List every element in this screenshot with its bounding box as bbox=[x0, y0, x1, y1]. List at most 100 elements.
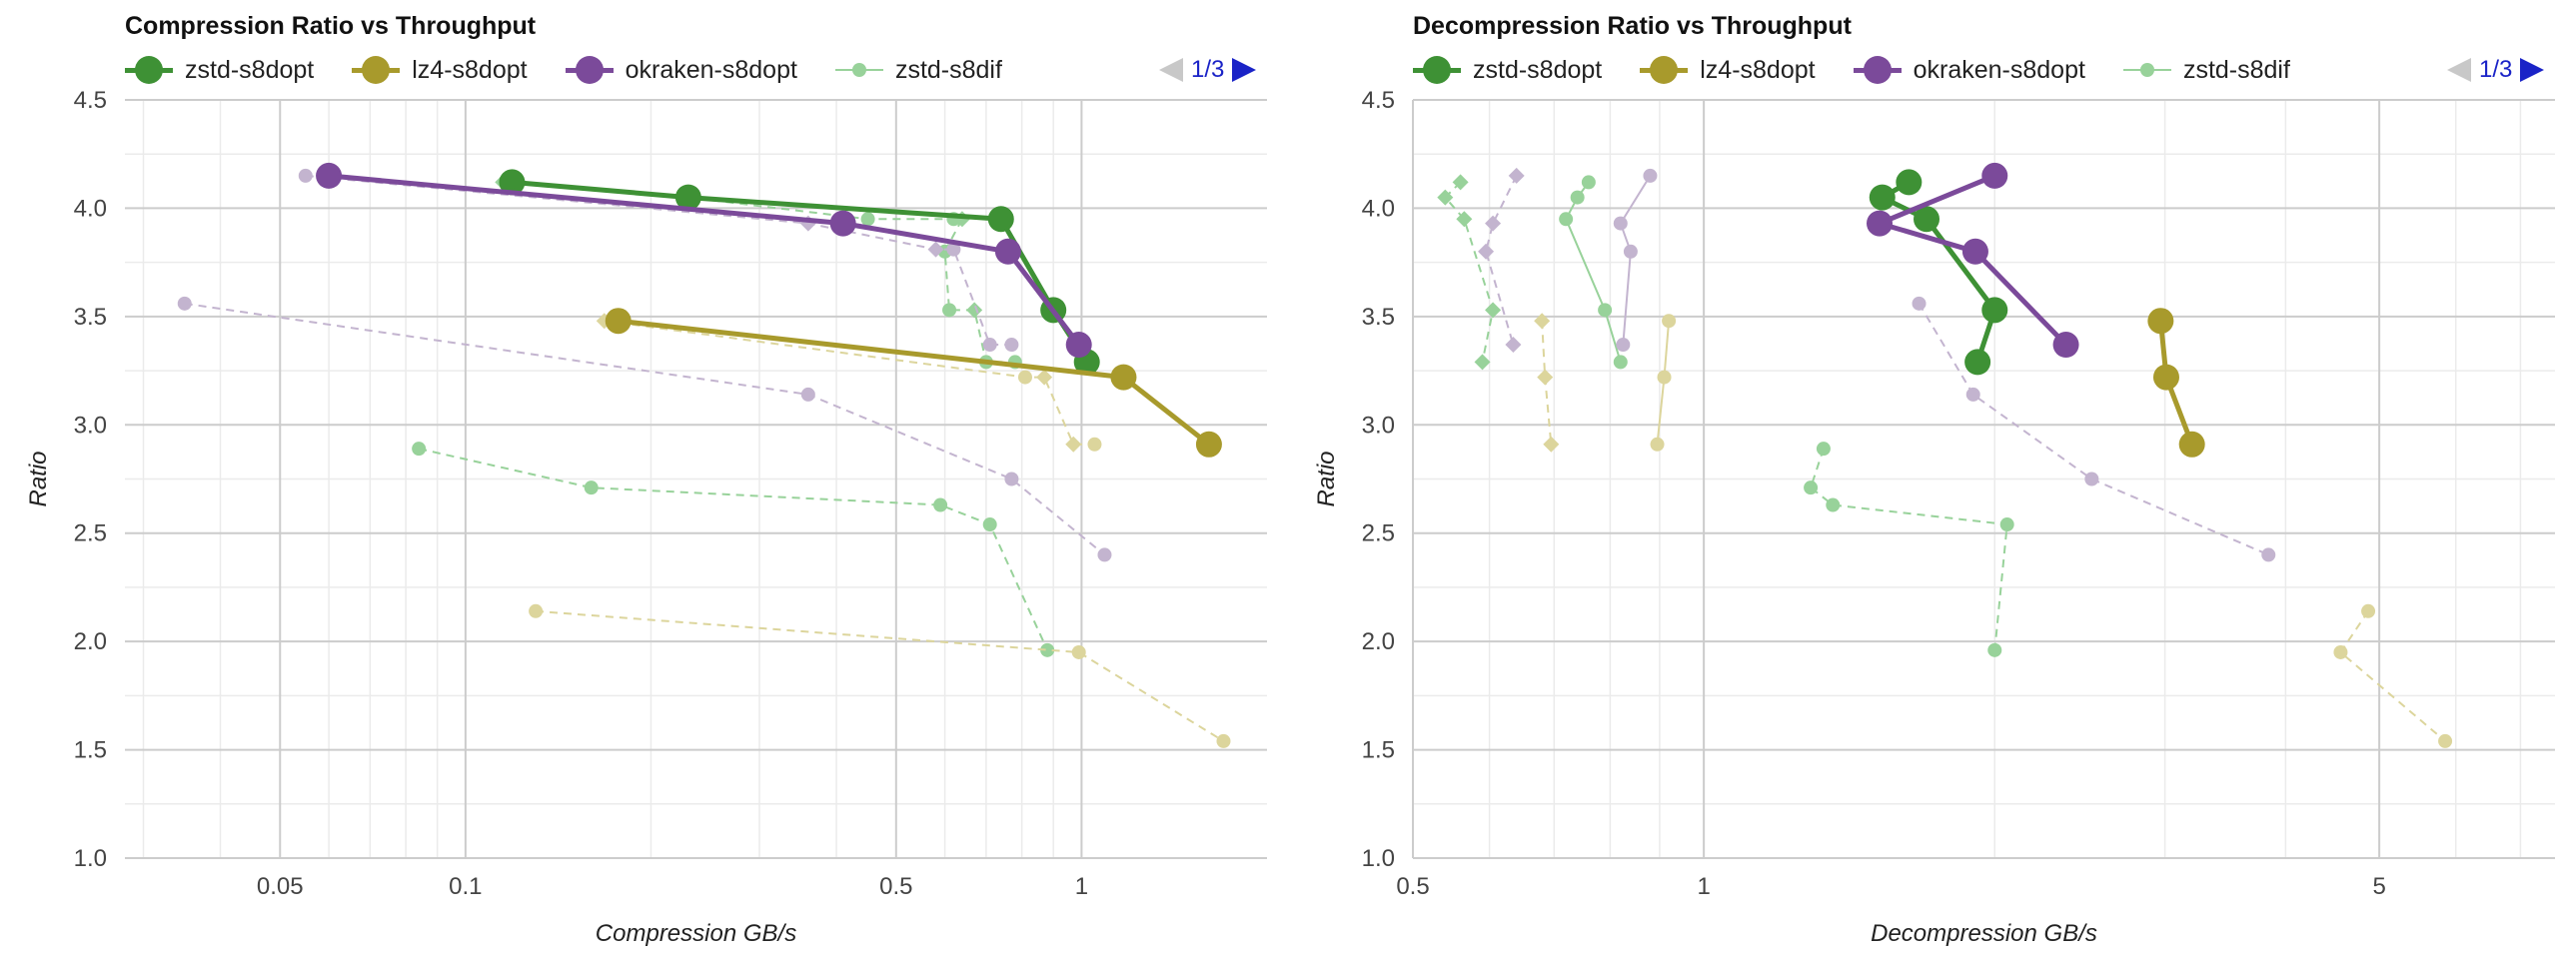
data-point bbox=[2333, 644, 2348, 659]
legend-label: zstd-s8dif bbox=[894, 55, 1002, 84]
data-point bbox=[2438, 733, 2453, 748]
legend-label: lz4-s8dopt bbox=[1700, 55, 1816, 84]
data-point bbox=[1110, 364, 1137, 391]
legend-swatch-zstd-s8dopt bbox=[125, 56, 173, 84]
data-point bbox=[1097, 547, 1112, 562]
data-point bbox=[2361, 603, 2376, 618]
y-tick-label: 2.0 bbox=[1362, 628, 1395, 655]
data-point bbox=[316, 162, 343, 189]
y-tick-label: 4.5 bbox=[74, 87, 107, 114]
data-point bbox=[1912, 296, 1927, 311]
legend-item-zstd-s8dif[interactable]: zstd-s8dif bbox=[2122, 55, 2290, 85]
data-point bbox=[927, 241, 944, 258]
legend-item-lz4-s8dopt[interactable]: lz4-s8dopt bbox=[1640, 55, 1816, 85]
data-point bbox=[1040, 642, 1055, 657]
legend-item-zstd-s8dif[interactable]: zstd-s8dif bbox=[834, 55, 1002, 85]
data-point bbox=[1559, 212, 1574, 227]
y-axis-title: Ratio bbox=[25, 451, 52, 506]
data-point bbox=[1452, 174, 1469, 191]
legend-item-zstd-s8dopt[interactable]: zstd-s8dopt bbox=[125, 56, 314, 85]
legend-item-lz4-s8dopt[interactable]: lz4-s8dopt bbox=[352, 55, 528, 85]
series-line bbox=[328, 173, 1081, 347]
data-point bbox=[1017, 370, 1032, 385]
pager-text: 1/3 bbox=[1191, 56, 1225, 83]
legend-pager: 1/3 bbox=[2447, 50, 2545, 90]
chart-legend: zstd-s8dopt lz4-s8dopt okraken-s8dopt zs… bbox=[1413, 50, 2328, 90]
data-point bbox=[1071, 644, 1086, 659]
x-tick-label: 0.1 bbox=[449, 873, 482, 900]
pager-prev-arrow-icon[interactable] bbox=[1159, 58, 1183, 82]
data-point bbox=[1613, 355, 1628, 370]
pager-text: 1/3 bbox=[2479, 56, 2513, 83]
data-point bbox=[2178, 431, 2205, 458]
series-line bbox=[1619, 175, 1652, 346]
data-point bbox=[1598, 303, 1613, 318]
pager-prev-arrow-icon[interactable] bbox=[2447, 58, 2471, 82]
data-point bbox=[1456, 211, 1473, 228]
legend-label: lz4-s8dopt bbox=[412, 55, 528, 84]
y-axis-title: Ratio bbox=[1313, 451, 1340, 506]
data-point bbox=[1965, 387, 1980, 402]
data-point bbox=[1065, 332, 1092, 359]
series-line bbox=[1918, 303, 2269, 556]
data-point bbox=[942, 303, 957, 318]
data-point bbox=[982, 338, 997, 353]
data-point bbox=[1816, 442, 1831, 457]
data-point bbox=[1981, 162, 2008, 189]
data-point bbox=[1981, 297, 2008, 324]
data-point bbox=[1896, 169, 1923, 196]
pager-next-arrow-icon[interactable] bbox=[1232, 58, 1257, 82]
data-point bbox=[1534, 313, 1551, 330]
compression-chart-panel: Compression Ratio vs Throughput zstd-s8d… bbox=[25, 12, 1267, 947]
data-point bbox=[298, 168, 313, 183]
legend-swatch-zstd-s8dopt bbox=[1413, 56, 1461, 84]
series-line bbox=[305, 174, 1012, 346]
pager-next-arrow-icon[interactable] bbox=[2520, 58, 2545, 82]
data-point bbox=[2147, 308, 2174, 335]
legend-item-zstd-s8dopt[interactable]: zstd-s8dopt bbox=[1413, 56, 1602, 85]
y-tick-label: 2.5 bbox=[74, 520, 107, 547]
y-tick-label: 4.0 bbox=[74, 195, 107, 222]
y-tick-label: 3.0 bbox=[74, 412, 107, 439]
data-point bbox=[1987, 642, 2002, 657]
legend-swatch-okraken-s8dopt bbox=[1853, 56, 1902, 84]
data-point bbox=[1065, 436, 1082, 453]
x-tick-label: 0.05 bbox=[257, 873, 304, 900]
y-tick-label: 1.0 bbox=[74, 845, 107, 872]
data-point bbox=[1437, 189, 1454, 206]
legend-label: zstd-s8dif bbox=[2182, 55, 2290, 84]
data-point bbox=[829, 210, 856, 237]
legend-label: okraken-s8dopt bbox=[625, 55, 797, 84]
x-axis-title: Decompression GB/s bbox=[1871, 920, 2097, 947]
data-point bbox=[966, 302, 983, 319]
y-tick-label: 3.5 bbox=[1362, 304, 1395, 331]
series-line bbox=[1877, 173, 2068, 347]
y-tick-label: 4.0 bbox=[1362, 195, 1395, 222]
data-point bbox=[1804, 481, 1819, 495]
series-line bbox=[503, 181, 1015, 364]
data-point bbox=[946, 242, 961, 257]
data-point bbox=[1581, 175, 1596, 190]
legend-swatch-lz4-s8dopt bbox=[352, 56, 401, 84]
data-point bbox=[1869, 184, 1896, 211]
series-line bbox=[2339, 610, 2446, 742]
y-tick-label: 4.5 bbox=[1362, 87, 1395, 114]
data-point bbox=[1570, 190, 1585, 205]
data-point bbox=[1195, 431, 1222, 458]
data-point bbox=[1485, 302, 1502, 319]
y-tick-label: 3.5 bbox=[74, 304, 107, 331]
data-point bbox=[2261, 547, 2276, 562]
data-point bbox=[1004, 472, 1019, 486]
data-point bbox=[1999, 517, 2014, 532]
data-point bbox=[1505, 337, 1522, 354]
series-line bbox=[536, 609, 1225, 742]
data-point bbox=[1623, 244, 1638, 259]
data-point bbox=[1867, 210, 1894, 237]
chart-legend: zstd-s8dopt lz4-s8dopt okraken-s8dopt zs… bbox=[125, 50, 1040, 90]
legend-item-okraken-s8dopt[interactable]: okraken-s8dopt bbox=[1853, 56, 2085, 85]
data-point bbox=[1216, 733, 1231, 748]
legend-item-okraken-s8dopt[interactable]: okraken-s8dopt bbox=[565, 55, 797, 85]
x-tick-label: 0.5 bbox=[1396, 873, 1429, 900]
data-point bbox=[1543, 436, 1560, 453]
chart-title: Decompression Ratio vs Throughput bbox=[1413, 12, 1852, 40]
